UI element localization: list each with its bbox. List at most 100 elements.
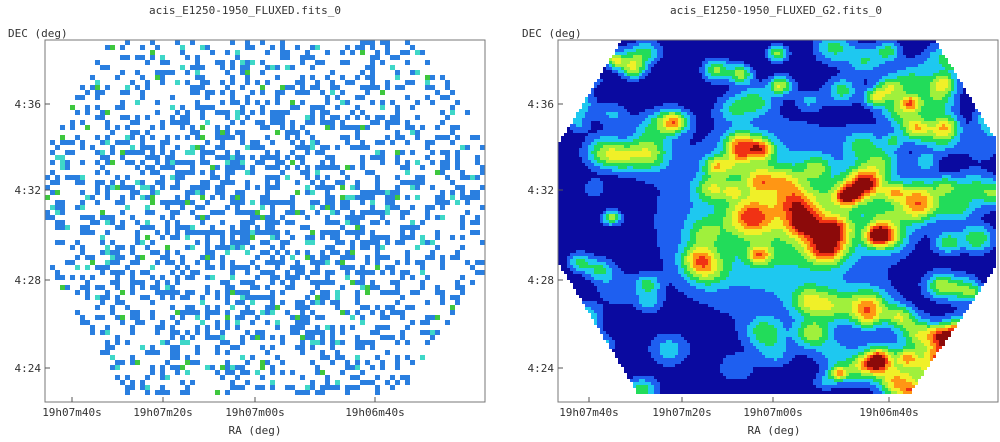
heatmap-cell (265, 185, 270, 190)
heatmap-cell (921, 79, 924, 82)
heatmap-cell (600, 100, 603, 103)
heatmap-cell (415, 175, 420, 180)
heatmap-cell (190, 380, 195, 385)
heatmap-cell (603, 67, 606, 70)
heatmap-cell (280, 335, 285, 340)
heatmap-cell (702, 73, 705, 76)
heatmap-cell (681, 79, 684, 82)
heatmap-cell (240, 110, 245, 115)
heatmap-cell (633, 64, 636, 67)
heatmap-cell (912, 67, 915, 70)
heatmap-cell (230, 170, 235, 175)
heatmap-cell (939, 67, 942, 70)
heatmap-cell (834, 67, 837, 70)
heatmap-cell (330, 220, 335, 225)
heatmap-cell (954, 88, 957, 91)
heatmap-cell (235, 300, 240, 305)
heatmap-cell (612, 88, 615, 91)
heatmap-cell (801, 97, 804, 100)
heatmap-cell (933, 91, 936, 94)
heatmap-cell (681, 82, 684, 85)
heatmap-cell (594, 103, 597, 106)
heatmap-cell (240, 335, 245, 340)
heatmap-cell (741, 106, 744, 109)
heatmap-cell (777, 64, 780, 67)
heatmap-cell (300, 345, 305, 350)
heatmap-cell (837, 58, 840, 61)
heatmap-cell (160, 390, 165, 395)
heatmap-cell (75, 265, 80, 270)
heatmap-cell (885, 67, 888, 70)
heatmap-cell (195, 55, 200, 60)
heatmap-cell (215, 390, 220, 395)
heatmap-cell (45, 215, 50, 220)
heatmap-cell (654, 67, 657, 70)
heatmap-cell (888, 49, 891, 52)
heatmap-cell (828, 100, 831, 103)
heatmap-cell (936, 76, 939, 79)
heatmap-cell (230, 135, 235, 140)
heatmap-cell (170, 95, 175, 100)
heatmap-cell (654, 103, 657, 106)
heatmap-cell (390, 200, 395, 205)
heatmap-cell (867, 43, 870, 46)
heatmap-cell (290, 265, 295, 270)
heatmap-cell (105, 190, 110, 195)
heatmap-cell (753, 67, 756, 70)
heatmap-cell (882, 40, 885, 43)
heatmap-cell (100, 240, 105, 245)
heatmap-cell (876, 85, 879, 88)
heatmap-cell (185, 290, 190, 295)
heatmap-cell (210, 310, 215, 315)
heatmap-cell (275, 155, 280, 160)
heatmap-cell (807, 82, 810, 85)
heatmap-cell (723, 43, 726, 46)
heatmap-cell (780, 94, 783, 97)
heatmap-cell (657, 85, 660, 88)
heatmap-cell (648, 58, 651, 61)
heatmap-cell (696, 61, 699, 64)
heatmap-cell (320, 350, 325, 355)
heatmap-cell (876, 106, 879, 109)
heatmap-cell (864, 58, 867, 61)
heatmap-cell (900, 88, 903, 91)
heatmap-cell (942, 97, 945, 100)
heatmap-cell (759, 58, 762, 61)
heatmap-cell (660, 106, 663, 109)
heatmap-cell (939, 88, 942, 91)
heatmap-cell (270, 365, 275, 370)
heatmap-cell (440, 290, 445, 295)
heatmap-cell (804, 58, 807, 61)
heatmap-cell (687, 46, 690, 49)
heatmap-cell (738, 88, 741, 91)
heatmap-cell (867, 58, 870, 61)
heatmap-cell (684, 94, 687, 97)
heatmap-cell (240, 235, 245, 240)
heatmap-cell (280, 160, 285, 165)
heatmap-cell (873, 61, 876, 64)
heatmap-cell (125, 375, 130, 380)
heatmap-cell (759, 94, 762, 97)
heatmap-cell (753, 100, 756, 103)
heatmap-cell (642, 97, 645, 100)
heatmap-cell (320, 315, 325, 320)
heatmap-cell (606, 79, 609, 82)
heatmap-cell (876, 88, 879, 91)
heatmap-cell (355, 365, 360, 370)
heatmap-cell (200, 150, 205, 155)
heatmap-cell (843, 94, 846, 97)
heatmap-cell (738, 82, 741, 85)
heatmap-cell (669, 49, 672, 52)
heatmap-cell (759, 112, 762, 115)
heatmap-cell (774, 43, 777, 46)
heatmap-cell (130, 250, 135, 255)
heatmap-cell (804, 49, 807, 52)
heatmap-cell (290, 200, 295, 205)
heatmap-cell (105, 260, 110, 265)
heatmap-cell (951, 85, 954, 88)
heatmap-cell (185, 115, 190, 120)
heatmap-cell (380, 60, 385, 65)
heatmap-cell (627, 106, 630, 109)
heatmap-cell (120, 290, 125, 295)
heatmap-cell (265, 220, 270, 225)
